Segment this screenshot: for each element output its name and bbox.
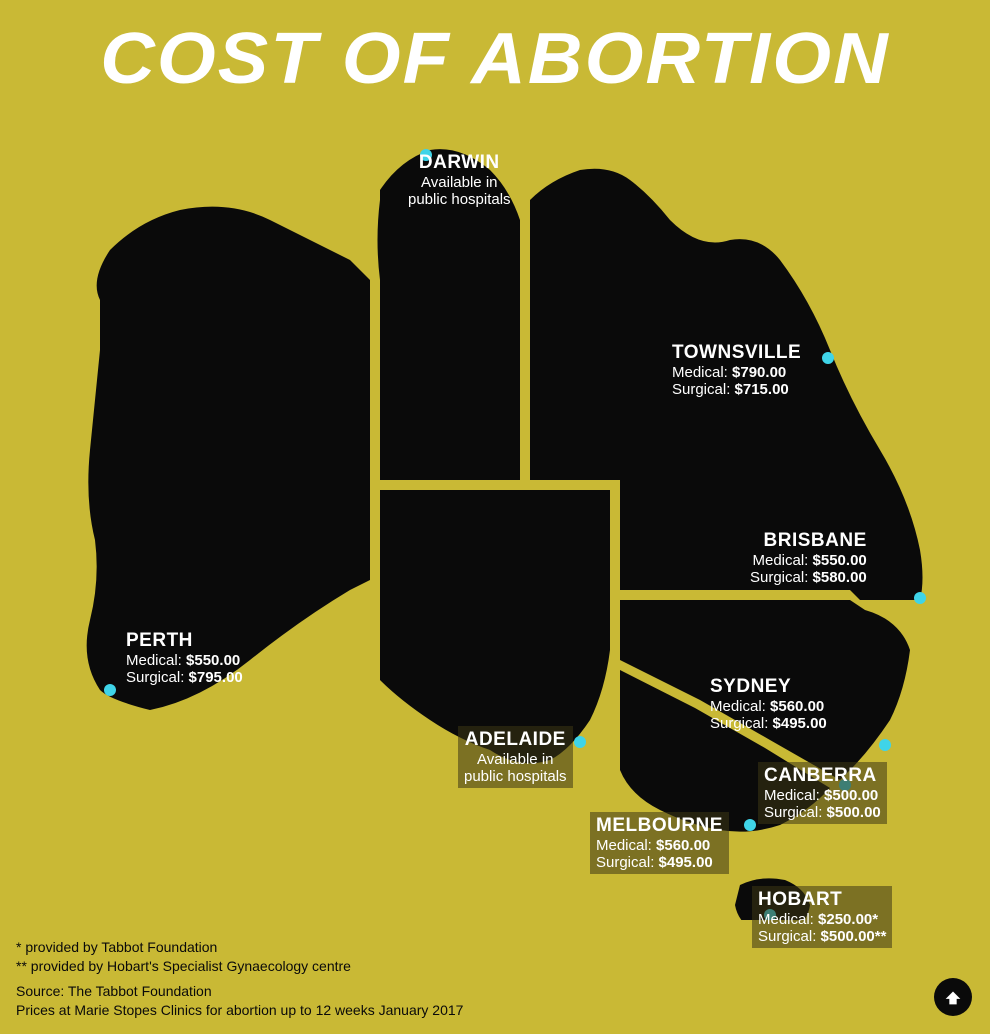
dot-perth [104,684,116,696]
label-brisbane: BRISBANE Medical: $550.00 Surgical: $580… [750,530,867,586]
city-medical: Medical: $560.00 [596,837,723,854]
dot-sydney [879,739,891,751]
map-container: DARWIN Available inpublic hospitals TOWN… [50,100,940,920]
city-surgical: Surgical: $495.00 [596,854,723,871]
footnotes: * provided by Tabbot Foundation ** provi… [16,938,351,976]
source: Source: The Tabbot Foundation Prices at … [16,982,463,1020]
city-name: SYDNEY [710,676,827,698]
city-name: TOWNSVILLE [672,342,801,364]
city-medical: Medical: $560.00 [710,698,827,715]
city-medical: Medical: $250.00* [758,911,886,928]
dot-adelaide [574,736,586,748]
city-name: HOBART [758,889,886,911]
publisher-logo [934,978,972,1016]
city-medical: Medical: $550.00 [750,552,867,569]
city-surgical: Surgical: $580.00 [750,569,867,586]
city-medical: Medical: $790.00 [672,364,801,381]
city-note: Available inpublic hospitals [408,174,511,209]
source-line-1: Source: The Tabbot Foundation [16,982,463,1001]
city-name: BRISBANE [750,530,867,552]
label-perth: PERTH Medical: $550.00 Surgical: $795.00 [126,630,243,686]
label-adelaide: ADELAIDE Available inpublic hospitals [458,726,573,788]
city-medical: Medical: $500.00 [764,787,881,804]
label-townsville: TOWNSVILLE Medical: $790.00 Surgical: $7… [672,342,801,398]
footnote-1: * provided by Tabbot Foundation [16,938,351,957]
source-line-2: Prices at Marie Stopes Clinics for abort… [16,1001,463,1020]
page-title: COST OF ABORTION [0,0,990,100]
city-surgical: Surgical: $495.00 [710,715,827,732]
label-hobart: HOBART Medical: $250.00* Surgical: $500.… [752,886,892,948]
city-name: PERTH [126,630,243,652]
label-melbourne: MELBOURNE Medical: $560.00 Surgical: $49… [590,812,729,874]
city-name: DARWIN [408,152,511,174]
dot-townsville [822,352,834,364]
label-darwin: DARWIN Available inpublic hospitals [408,152,511,208]
arrow-icon [942,986,964,1008]
dot-brisbane [914,592,926,604]
city-name: CANBERRA [764,765,881,787]
footnote-2: ** provided by Hobart's Specialist Gynae… [16,957,351,976]
label-sydney: SYDNEY Medical: $560.00 Surgical: $495.0… [710,676,827,732]
city-name: MELBOURNE [596,815,723,837]
city-note: Available inpublic hospitals [464,751,567,786]
city-surgical: Surgical: $715.00 [672,381,801,398]
city-surgical: Surgical: $795.00 [126,669,243,686]
city-surgical: Surgical: $500.00 [764,804,881,821]
region-sa [380,490,610,763]
city-surgical: Surgical: $500.00** [758,928,886,945]
city-name: ADELAIDE [464,729,567,751]
label-canberra: CANBERRA Medical: $500.00 Surgical: $500… [758,762,887,824]
dot-melbourne [744,819,756,831]
city-medical: Medical: $550.00 [126,652,243,669]
